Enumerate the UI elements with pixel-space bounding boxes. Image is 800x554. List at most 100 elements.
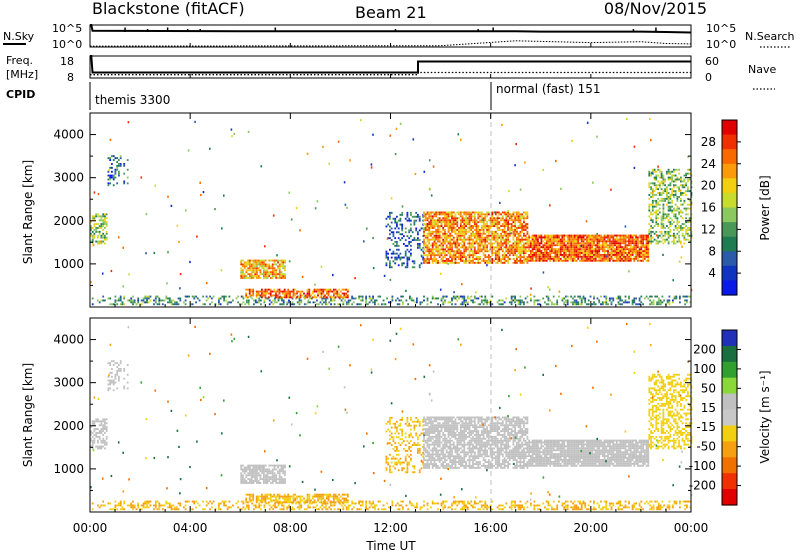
power-heatmap-cell [639,237,641,239]
power-heatmap-cell [313,301,315,303]
power-heatmap-cell [520,243,522,245]
velocity-heatmap-cell [248,506,250,508]
power-heatmap-cell [425,215,427,217]
power-heatmap-cell [270,277,272,279]
power-heatmap-cell [251,289,253,291]
power-heatmap-cell [623,246,625,248]
power-heatmap-cell [474,301,476,303]
power-heatmap-cell [470,212,472,214]
noise-scale-top-right: 10^5 [706,22,736,35]
power-heatmap-cell [663,181,665,183]
power-heatmap-cell [505,248,507,250]
power-heatmap-cell [583,237,585,239]
power-heatmap-cell [514,296,516,298]
power-heatmap-cell [425,219,427,221]
power-heatmap-cell [456,233,458,235]
power-heatmap-cell [453,241,455,243]
power-heatmap-cell [535,254,537,256]
power-heatmap-cell [483,252,485,254]
power-heatmap-cell [442,245,444,247]
power-heatmap-cell [684,200,686,202]
power-heatmap-cell [92,239,94,241]
power-heatmap-cell [614,248,616,250]
power-heatmap-cell [671,175,673,177]
power-heatmap-cell [677,206,679,208]
power-heatmap-cell [108,157,110,159]
velocity-heatmap-cell [97,432,99,434]
velocity-heatmap-cell [92,436,94,438]
power-heatmap-cell [456,225,458,227]
power-heatmap-cell [521,262,523,264]
power-heatmap-cell [307,289,309,291]
power-heatmap-cell [671,192,673,194]
power-heatmap-cell [598,240,600,242]
power-heatmap-cell [428,235,430,237]
power-heatmap-cell [247,264,249,266]
power-heatmap-cell [479,219,481,221]
power-heatmap-cell [535,237,537,239]
power-heatmap-cell [661,219,663,221]
power-heatmap-cell [484,213,486,215]
velocity-heatmap-cell [656,506,658,508]
power-heatmap-cell [556,248,558,250]
power-heatmap-cell [465,231,467,233]
velocity-heatmap-cell [581,503,583,505]
power-heatmap-cell [583,235,585,237]
power-heatmap-cell [441,252,443,254]
power-heatmap-cell [275,295,277,297]
velocity-heatmap-cell [551,506,553,508]
power-heatmap-cell [525,252,527,254]
velocity-heatmap-cell [567,505,569,507]
power-heatmap-cell [593,298,595,300]
velocity-heatmap-cell [576,506,578,508]
power-heatmap-cell [598,256,600,258]
velocity-heatmap-cell [674,501,676,503]
power-heatmap-cell [542,244,544,246]
velocity-heatmap-cell [572,503,574,505]
power-heatmap-cell [657,198,659,200]
power-heatmap-cell [516,300,518,302]
power-heatmap-cell [514,243,516,245]
velocity-heatmap-cell [374,505,376,507]
velocity-heatmap-cell [264,505,266,507]
power-heatmap-cell [470,235,472,237]
power-heatmap-cell [144,296,146,298]
power-heatmap-cell [677,208,679,210]
power-scatter-point [634,167,636,169]
power-heatmap-cell [527,250,529,252]
power-heatmap-cell [448,213,450,215]
power-heatmap-cell [516,213,518,215]
power-heatmap-cell [619,237,621,239]
power-heatmap-cell [511,223,513,225]
power-heatmap-cell [437,217,439,219]
velocity-heatmap-cell [392,501,394,503]
power-heatmap-cell [605,246,607,248]
power-heatmap-cell [616,240,618,242]
velocity-heatmap-cell [304,508,306,510]
power-heatmap-cell [678,173,680,175]
power-heatmap-cell [453,239,455,241]
power-heatmap-cell [284,293,286,295]
velocity-heatmap-cell [649,508,651,510]
power-heatmap-cell [684,235,686,237]
velocity-heatmap-cell [118,364,120,366]
power-heatmap-cell [675,192,677,194]
power-heatmap-cell [486,227,488,229]
power-heatmap-cell [539,254,541,256]
power-heatmap-cell [640,235,642,237]
velocity-heatmap-cell [497,506,499,508]
power-heatmap-cell [472,252,474,254]
power-heatmap-cell [333,296,335,298]
power-heatmap-cell [648,231,650,233]
velocity-heatmap-cell [663,505,665,507]
power-heatmap-cell [109,177,111,179]
power-heatmap-cell [648,206,650,208]
power-heatmap-cell [467,246,469,248]
power-heatmap-cell [102,300,104,302]
power-heatmap-cell [563,250,565,252]
power-heatmap-cell [460,219,462,221]
power-heatmap-cell [355,298,357,300]
power-heatmap-cell [243,296,245,298]
power-heatmap-cell [626,258,628,260]
power-heatmap-cell [609,258,611,260]
